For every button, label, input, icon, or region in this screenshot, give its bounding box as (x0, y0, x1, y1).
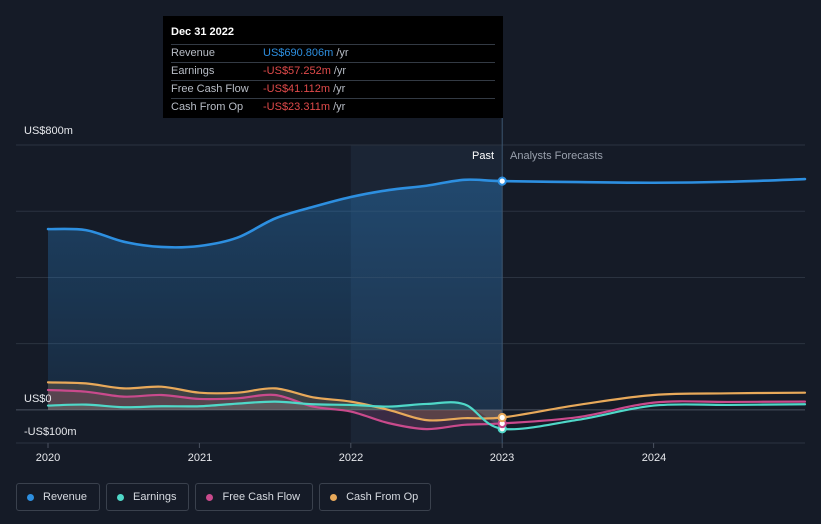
tooltip-row-name: Revenue (171, 47, 216, 59)
tooltip-date: Dec 31 2022 (171, 26, 234, 38)
series-line-revenue (46, 177, 807, 249)
series-area-revenue (48, 179, 503, 410)
x-tick-label-2022: 2022 (338, 452, 364, 464)
legend-label: Cash From Op (346, 491, 419, 503)
free-cash-flow-dot-icon (206, 493, 214, 501)
tooltip-row-name: Earnings (171, 65, 215, 77)
legend: Revenue Earnings Free Cash Flow Cash Fro… (16, 483, 437, 511)
legend-label: Earnings (133, 491, 177, 503)
tooltip-row-cash-from-op: Cash From Op -US$23.311m /yr (171, 98, 495, 116)
marker-revenue (497, 176, 507, 186)
tooltip-row-value: -US$57.252m (263, 65, 331, 77)
tooltip-row-value: -US$23.311m (263, 101, 331, 113)
earnings-dot-icon (117, 493, 125, 501)
tooltip-row-free-cash-flow: Free Cash Flow -US$41.112m /yr (171, 80, 495, 98)
y-axis-bottom-label: -US$100m (24, 426, 77, 438)
marker-cash-from-op (497, 412, 507, 423)
series-area-earnings (48, 401, 503, 429)
tooltip-row-unit: /yr (333, 101, 346, 113)
legend-label: Revenue (43, 491, 88, 503)
tooltip: Dec 31 2022 Revenue US$690.806m /yr Earn… (163, 16, 503, 118)
tooltip-row-revenue: Revenue US$690.806m /yr (171, 44, 495, 62)
series-line-cash-from-op (46, 381, 807, 422)
tooltip-row-earnings: Earnings -US$57.252m /yr (171, 62, 495, 80)
legend-item-free-cash-flow[interactable]: Free Cash Flow (195, 483, 314, 511)
x-tick-label-2024: 2024 (641, 452, 667, 464)
forecast-label: Analysts Forecasts (510, 150, 603, 162)
x-tick-label-2020: 2020 (35, 452, 61, 464)
tooltip-row-value: -US$41.112m (263, 83, 331, 95)
y-axis-zero-label: US$0 (24, 393, 52, 405)
past-label: Past (472, 150, 495, 162)
y-axis-top-label: US$800m (24, 125, 73, 137)
tooltip-row-value: US$690.806m (263, 47, 334, 59)
tooltip-row-unit: /yr (333, 65, 347, 77)
legend-label: Free Cash Flow (222, 491, 301, 503)
legend-item-cash-from-op[interactable]: Cash From Op (319, 483, 432, 511)
revenue-dot-icon (27, 493, 34, 501)
legend-item-revenue[interactable]: Revenue (16, 483, 101, 511)
cash-from-op-dot-icon (330, 493, 338, 501)
series-area-free-cash-flow (48, 390, 503, 430)
x-tick-label-2021: 2021 (187, 452, 213, 464)
legend-item-earnings[interactable]: Earnings (106, 483, 190, 511)
series-line-free-cash-flow (46, 388, 807, 431)
tooltip-row-name: Free Cash Flow (171, 83, 249, 95)
series-line-earnings (46, 400, 807, 431)
tooltip-row-name: Cash From Op (171, 101, 244, 113)
x-tick-label-2023: 2023 (489, 452, 515, 464)
tooltip-row-unit: /yr (333, 83, 346, 95)
tooltip-row-unit: /yr (336, 47, 349, 59)
